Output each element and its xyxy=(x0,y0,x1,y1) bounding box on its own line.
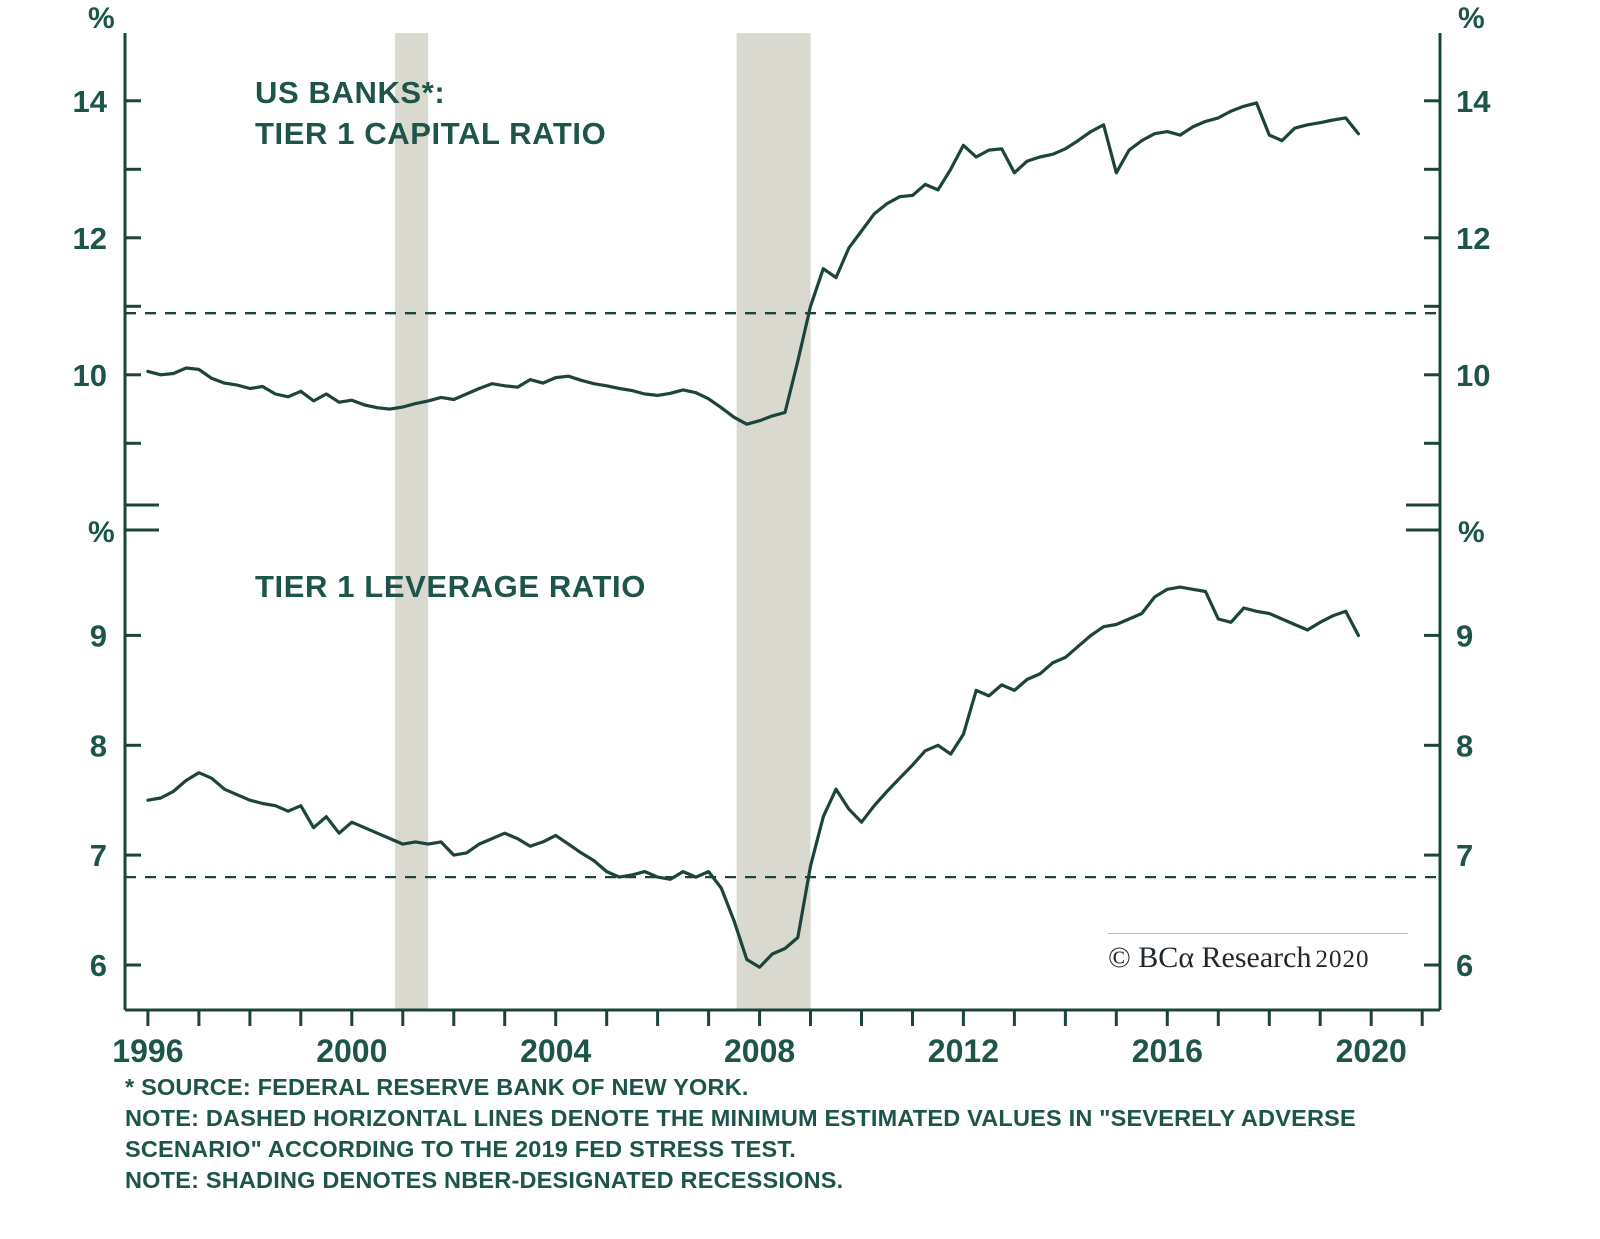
y-axis-label-right: 14 xyxy=(1456,84,1491,119)
x-axis-label: 2008 xyxy=(724,1033,795,1069)
y-axis-label-left: 14 xyxy=(73,84,108,119)
y-axis-label-right: 6 xyxy=(1456,948,1473,983)
y-axis-label-left: 10 xyxy=(73,358,107,393)
y-axis-label-left: 12 xyxy=(73,221,107,256)
x-axis-label: 2020 xyxy=(1336,1033,1407,1069)
x-axis-label: 1996 xyxy=(112,1033,183,1069)
footnote-dashed-lines-2: SCENARIO" ACCORDING TO THE 2019 FED STRE… xyxy=(125,1136,797,1162)
logo-year-text: 2020 xyxy=(1315,946,1370,973)
footnote-shading: NOTE: SHADING DENOTES NBER-DESIGNATED RE… xyxy=(125,1167,844,1193)
footnote-dashed-lines-1: NOTE: DASHED HORIZONTAL LINES DENOTE THE… xyxy=(125,1105,1356,1131)
bca-research-logo: © BCα Research 2020 xyxy=(1108,933,1408,975)
series-line xyxy=(146,101,1361,426)
y-axis-label-right: 8 xyxy=(1456,728,1473,763)
y-axis-label-right: 10 xyxy=(1456,358,1490,393)
bottom-panel-title: TIER 1 LEVERAGE RATIO xyxy=(255,566,646,607)
y-axis-label-left: 6 xyxy=(90,948,107,983)
percent-label-top-left: % xyxy=(88,2,115,35)
percent-label-bottom-right: % xyxy=(1458,516,1485,549)
series-line xyxy=(146,585,1361,969)
y-axis-label-right: 7 xyxy=(1456,838,1473,873)
top-panel-title: US BANKS*: TIER 1 CAPITAL RATIO xyxy=(255,72,606,154)
bottom-panel-title-line1: TIER 1 LEVERAGE RATIO xyxy=(255,569,646,604)
recession-band xyxy=(736,33,811,1010)
recession-band xyxy=(395,33,429,1010)
logo-brand-text: © BCα Research xyxy=(1108,941,1312,974)
footnotes: * SOURCE: FEDERAL RESERVE BANK OF NEW YO… xyxy=(125,1072,1545,1196)
top-panel-title-line2: TIER 1 CAPITAL RATIO xyxy=(255,116,607,151)
y-axis-label-right: 12 xyxy=(1456,221,1490,256)
percent-label-bottom-left: % xyxy=(88,516,115,549)
percent-label-top-right: % xyxy=(1458,2,1485,35)
x-axis-label: 2004 xyxy=(520,1033,591,1069)
footnote-source: * SOURCE: FEDERAL RESERVE BANK OF NEW YO… xyxy=(125,1074,749,1100)
y-axis-label-left: 9 xyxy=(90,618,107,653)
x-axis-label: 2012 xyxy=(928,1033,999,1069)
top-panel-title-line1: US BANKS*: xyxy=(255,75,446,110)
y-axis-label-left: 8 xyxy=(90,728,107,763)
y-axis-label-right: 9 xyxy=(1456,618,1473,653)
y-axis-label-left: 7 xyxy=(90,838,107,873)
x-axis-label: 2000 xyxy=(316,1033,387,1069)
x-axis-label: 2016 xyxy=(1132,1033,1203,1069)
